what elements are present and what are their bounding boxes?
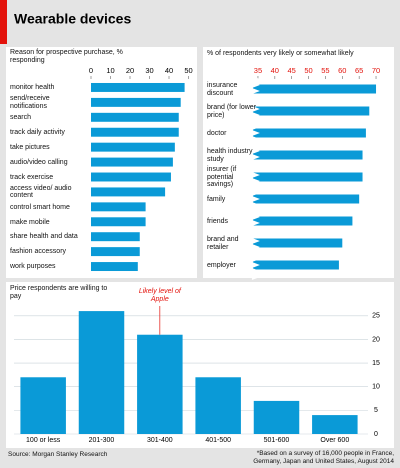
y-tick-label: 0 bbox=[374, 431, 378, 438]
bar bbox=[78, 311, 125, 434]
bar bbox=[91, 262, 138, 272]
x-tick-label: 20 bbox=[126, 66, 134, 75]
x-tick-label: 45 bbox=[288, 66, 296, 75]
bar bbox=[137, 334, 183, 434]
category-label: work purposes bbox=[10, 263, 56, 271]
y-tick-label: 10 bbox=[372, 384, 380, 391]
category-label: track daily activity bbox=[10, 128, 65, 136]
bar bbox=[91, 202, 146, 212]
x-tick-label: 60 bbox=[338, 66, 346, 75]
category-label: track exercise bbox=[10, 173, 54, 181]
bar bbox=[252, 106, 370, 116]
category-label: insurer (if potential savings) bbox=[207, 166, 237, 189]
source: Source: Morgan Stanley Research bbox=[8, 451, 108, 458]
x-tick-label: 401-500 bbox=[205, 437, 231, 444]
bar bbox=[252, 238, 343, 248]
category-label: monitor health bbox=[10, 84, 55, 92]
category-label: doctor bbox=[207, 129, 227, 137]
x-tick-label: 65 bbox=[355, 66, 363, 75]
y-tick-label: 15 bbox=[372, 360, 380, 367]
category-label: control smart home bbox=[10, 203, 70, 211]
category-label: brand (for lower price) bbox=[207, 104, 257, 119]
bar bbox=[252, 172, 363, 182]
x-tick-label: 30 bbox=[145, 66, 153, 75]
bar bbox=[91, 232, 140, 242]
category-label: search bbox=[10, 114, 32, 122]
category-label: access video/ audio content bbox=[10, 184, 72, 200]
y-tick-label: 25 bbox=[372, 313, 380, 320]
category-label: insurance discount bbox=[207, 82, 238, 97]
chart-subtitle: Reason for prospective purchase, % respo… bbox=[10, 49, 123, 64]
bar bbox=[91, 247, 140, 257]
category-label: send/receive notifications bbox=[10, 95, 50, 110]
axis-break bbox=[251, 76, 260, 280]
bar bbox=[91, 112, 179, 122]
category-label: friends bbox=[207, 217, 229, 225]
category-label: family bbox=[207, 195, 226, 203]
bar bbox=[252, 260, 339, 270]
chart-subtitle: % of respondents very likely or somewhat… bbox=[207, 50, 354, 57]
category-label: health industry study bbox=[207, 148, 253, 163]
x-tick-label: 201-300 bbox=[89, 437, 115, 444]
bar bbox=[20, 377, 66, 434]
x-tick-label: 0 bbox=[89, 66, 93, 75]
bar bbox=[91, 97, 181, 107]
x-tick-label: 40 bbox=[165, 66, 173, 75]
category-label: brand and retailer bbox=[207, 236, 239, 251]
page-title: Wearable devices bbox=[14, 11, 131, 27]
bar bbox=[91, 82, 185, 92]
x-tick-label: 50 bbox=[184, 66, 192, 75]
annotation: Likely level of Apple bbox=[138, 288, 181, 303]
y-tick-label: 5 bbox=[374, 407, 378, 414]
bar bbox=[253, 400, 300, 434]
bar bbox=[91, 187, 166, 197]
x-tick-label: 70 bbox=[372, 66, 380, 75]
x-tick-label: 301-400 bbox=[147, 437, 173, 444]
category-label: fashion accessory bbox=[10, 248, 67, 256]
bar bbox=[195, 377, 241, 434]
x-tick-label: 100 or less bbox=[26, 437, 61, 444]
category-label: make mobile bbox=[10, 218, 50, 226]
footnote: *Based on a survey of 16,000 people in F… bbox=[253, 450, 394, 465]
x-tick-label: 50 bbox=[304, 66, 312, 75]
bar bbox=[312, 415, 358, 434]
category-label: audio/video calling bbox=[10, 158, 68, 166]
bar bbox=[91, 157, 173, 167]
chart-subtitle: Price respondents are willing to pay bbox=[10, 285, 108, 300]
bar bbox=[252, 150, 363, 160]
y-tick-label: 20 bbox=[372, 336, 380, 343]
category-label: take pictures bbox=[10, 143, 50, 151]
x-tick-label: 40 bbox=[271, 66, 279, 75]
x-tick-label: Over 600 bbox=[320, 437, 349, 444]
bar bbox=[252, 128, 366, 138]
x-tick-label: 10 bbox=[106, 66, 114, 75]
category-label: employer bbox=[207, 261, 236, 269]
red-tag bbox=[0, 0, 7, 44]
x-tick-label: 35 bbox=[254, 66, 262, 75]
x-tick-label: 501-600 bbox=[264, 437, 290, 444]
bar bbox=[91, 217, 146, 227]
bar bbox=[91, 172, 171, 182]
category-label: share health and data bbox=[10, 233, 78, 241]
bar bbox=[91, 127, 179, 137]
bar bbox=[252, 194, 360, 204]
bar bbox=[252, 84, 377, 94]
bar bbox=[91, 142, 175, 152]
x-tick-label: 55 bbox=[321, 66, 329, 75]
bar bbox=[252, 216, 353, 226]
